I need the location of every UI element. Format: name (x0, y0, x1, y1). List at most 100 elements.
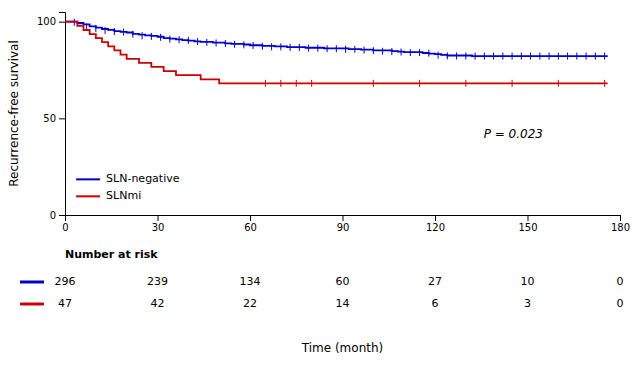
censor-mark (132, 31, 133, 38)
censor-mark (105, 27, 106, 34)
plot-area (65, 19, 608, 87)
x-tick: 30 (152, 215, 165, 233)
y-axis-title: Recurrence-free survival (7, 40, 21, 187)
x-axis-line (66, 216, 621, 222)
censor-mark (317, 45, 318, 52)
censor-mark (382, 48, 383, 55)
censor-mark (401, 49, 402, 56)
censor-mark (225, 40, 226, 47)
censor-mark (299, 44, 300, 51)
risk-count: 6 (432, 297, 439, 310)
censor-mark (484, 53, 485, 60)
risk-row-swatch (20, 303, 44, 306)
y-axis-line (59, 13, 66, 216)
legend-label: SLNmi (106, 189, 141, 202)
survival-curve (65, 22, 608, 84)
x-axis-title: Time (month) (301, 341, 384, 355)
censor-mark (419, 80, 420, 87)
censor-mark (558, 80, 559, 87)
y-tick-label: 0 (50, 210, 56, 221)
y-tick: 0 (50, 210, 65, 221)
x-tick-mark (620, 215, 621, 221)
censor-mark (216, 39, 217, 46)
legend-swatch (76, 178, 100, 180)
censor-mark (465, 52, 466, 59)
censor-mark (456, 52, 457, 59)
censor-mark (160, 34, 161, 41)
censor-mark (595, 53, 596, 60)
y-tick-label: 100 (37, 16, 56, 27)
censor-mark (530, 53, 531, 60)
censor-mark (373, 47, 374, 54)
censor-mark (114, 28, 115, 35)
censor-mark (188, 37, 189, 44)
risk-count: 0 (617, 275, 624, 288)
censor-mark (151, 33, 152, 40)
censor-mark (364, 47, 365, 54)
risk-count: 134 (240, 275, 261, 288)
risk-row-swatch (20, 281, 44, 284)
censor-mark (354, 46, 355, 53)
censor-mark (327, 45, 328, 52)
censor-mark (311, 80, 312, 87)
censor-mark (521, 53, 522, 60)
censor-mark (586, 53, 587, 60)
risk-count: 0 (617, 297, 624, 310)
x-tick-mark (250, 215, 251, 221)
x-tick-mark (158, 215, 159, 221)
x-tick-mark (343, 215, 344, 221)
risk-count: 296 (55, 275, 76, 288)
x-tick-label: 60 (244, 222, 257, 233)
censor-mark (95, 25, 96, 32)
risk-count: 47 (58, 297, 72, 310)
censor-mark (438, 52, 439, 59)
censor-mark (280, 80, 281, 87)
x-tick-mark (435, 215, 436, 221)
x-tick-mark (528, 215, 529, 221)
risk-count: 22 (243, 297, 257, 310)
x-tick-label: 90 (337, 222, 350, 233)
y-tick-mark (59, 118, 65, 119)
censor-mark (290, 44, 291, 51)
censor-mark (419, 49, 420, 56)
y-tick-label: 50 (43, 113, 56, 124)
risk-table: Number at risk29623913460271004742221463… (20, 248, 624, 310)
x-tick: 90 (337, 215, 350, 233)
censor-mark (475, 53, 476, 60)
censor-mark (558, 53, 559, 60)
censor-mark (296, 80, 297, 87)
censor-mark (512, 80, 513, 87)
censor-mark (345, 46, 346, 53)
legend: SLN-negativeSLNmi (76, 172, 180, 202)
risk-count: 3 (524, 297, 531, 310)
censor-mark (549, 53, 550, 60)
survival-curve (65, 22, 608, 56)
y-axis: 0 50 100 (37, 13, 66, 221)
censor-mark (243, 41, 244, 48)
risk-count: 14 (336, 297, 350, 310)
risk-count: 27 (428, 275, 442, 288)
legend-swatch (76, 195, 100, 197)
censor-mark (123, 29, 124, 36)
risk-count: 60 (336, 275, 350, 288)
risk-count: 42 (151, 297, 165, 310)
censor-mark (604, 80, 605, 87)
censor-mark (280, 43, 281, 50)
x-tick-label: 120 (426, 222, 445, 233)
censor-mark (169, 36, 170, 43)
censor-mark (502, 53, 503, 60)
censor-mark (539, 53, 540, 60)
censor-mark (373, 80, 374, 87)
x-tick: 0 (62, 215, 68, 233)
x-tick-label: 180 (611, 222, 630, 233)
censor-mark (234, 41, 235, 48)
x-tick: 60 (244, 215, 257, 233)
censor-mark (512, 53, 513, 60)
censor-mark (410, 49, 411, 56)
censor-mark (567, 53, 568, 60)
x-tick-label: 0 (62, 222, 68, 233)
censor-mark (447, 52, 448, 59)
y-tick-mark (59, 215, 65, 216)
x-tick: 180 (611, 215, 630, 233)
censor-mark (493, 53, 494, 60)
